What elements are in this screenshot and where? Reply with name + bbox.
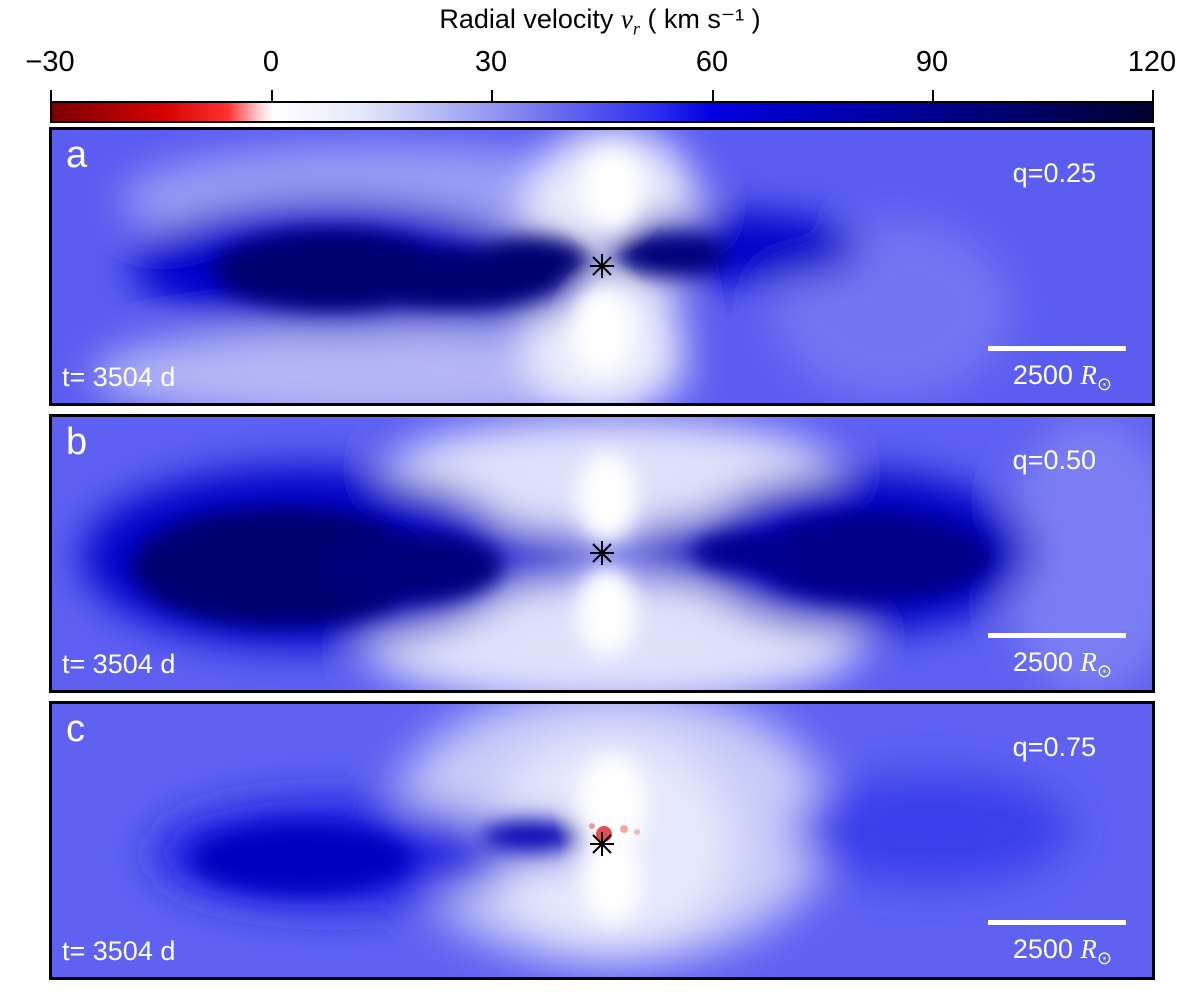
colorbar-tick-label: 30 <box>474 46 508 78</box>
scale-bar <box>988 633 1126 638</box>
mass-ratio-label: q=0.25 <box>1012 158 1096 188</box>
colorbar-tick-label: 0 <box>262 46 280 78</box>
colorbar-tick-label: 60 <box>695 46 729 78</box>
colorbar-label: Radial velocity <box>439 4 614 34</box>
panel-b: b q=0.50 t= 3504 d 2500 R⊙ <box>49 414 1155 693</box>
mass-ratio-label: q=0.50 <box>1012 445 1096 475</box>
time-label: t= 3504 d <box>62 936 176 966</box>
panel-letter: c <box>66 708 85 750</box>
panel-c: c q=0.75 t= 3504 d 2500 R⊙ <box>49 701 1155 980</box>
star-marker-c <box>590 832 614 856</box>
colorbar-tick-label: 120 <box>1127 46 1177 78</box>
scale-bar <box>988 346 1126 351</box>
colorbar-tick-mark <box>1152 90 1154 102</box>
colorbar-tick-mark <box>932 90 934 102</box>
panel-letter: a <box>66 134 88 176</box>
mass-ratio-label: q=0.75 <box>1012 732 1096 762</box>
velocity-map-c <box>52 704 1152 977</box>
colorbar-tick-mark <box>50 90 52 102</box>
colorbar-gradient <box>50 101 1154 123</box>
colorbar-tick-mark <box>712 90 714 102</box>
colorbar-tick-label: 90 <box>915 46 949 78</box>
panel-letter: b <box>66 421 88 463</box>
scale-bar <box>988 920 1126 925</box>
scale-label: 2500 R⊙ <box>1012 360 1112 394</box>
colorbar-tick-mark <box>491 90 493 102</box>
panel-a: a q=0.25 t= 3504 d 2500 R⊙ <box>49 127 1155 406</box>
colorbar-title: Radial velocity vr ( km s⁻¹ ) <box>0 4 1200 39</box>
star-marker-a <box>590 254 614 278</box>
scale-label: 2500 R⊙ <box>1012 934 1112 968</box>
colorbar-tick-label: −30 <box>25 46 75 78</box>
scale-label: 2500 R⊙ <box>1012 647 1112 681</box>
velocity-map-a <box>52 130 1152 403</box>
time-label: t= 3504 d <box>62 649 176 679</box>
velocity-map-b <box>52 417 1152 690</box>
time-label: t= 3504 d <box>62 362 176 392</box>
colorbar-unit: ( km s⁻¹ ) <box>647 4 761 34</box>
colorbar-symbol: vr <box>620 4 640 39</box>
star-marker-b <box>590 541 614 565</box>
colorbar-tick-mark <box>271 90 273 102</box>
